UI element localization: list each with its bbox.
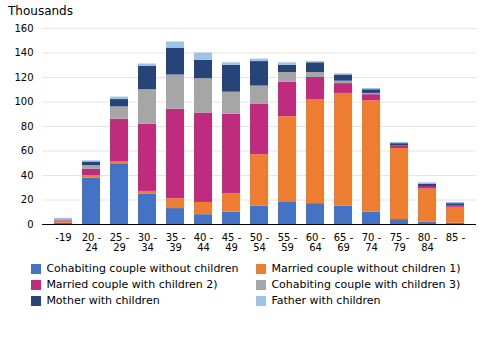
svg-text:140: 140 [14,47,33,58]
svg-text:40: 40 [21,170,34,181]
svg-text:75 -79: 75 -79 [390,232,410,253]
html-text:Married couple with children 2: Married couple with children 2) [46,278,218,291]
svg-text:50 -54: 50 -54 [250,232,270,253]
svg-text:20 -24: 20 -24 [82,232,102,253]
svg-text:35 -39: 35 -39 [166,232,186,253]
svg-text:-19: -19 [55,232,71,243]
svg-text:60: 60 [21,145,34,156]
svg-text:85 -: 85 - [446,232,466,243]
svg-text:60 -64: 60 -64 [306,232,326,253]
html-text:Mother with children: Mother with children [46,294,160,307]
svg-text:160: 160 [14,23,33,34]
svg-text:30 -34: 30 -34 [138,232,158,253]
svg-text:65 -69: 65 -69 [334,232,354,253]
svg-text:45 -49: 45 -49 [222,232,242,253]
svg-text:20: 20 [21,194,34,205]
svg-text:55 -59: 55 -59 [278,232,298,253]
svg-text:80: 80 [21,121,34,132]
svg-text:70 -74: 70 -74 [362,232,382,253]
html-text:Married couple without childre: Married couple without children 1) [271,262,461,275]
svg-text:100: 100 [14,96,33,107]
html-text:Thousands: Thousands [8,4,73,18]
html-text:Cohabiting couple with childre: Cohabiting couple with children 3) [271,278,461,291]
html-text:Father with children: Father with children [271,294,381,307]
html-text:Cohabiting couple without chil: Cohabiting couple without children [46,262,239,275]
svg-text:0: 0 [27,219,33,230]
svg-text:120: 120 [14,72,33,83]
svg-text:40 -44: 40 -44 [194,232,214,253]
svg-text:25 -29: 25 -29 [110,232,130,253]
svg-text:80 -84: 80 -84 [418,232,438,253]
